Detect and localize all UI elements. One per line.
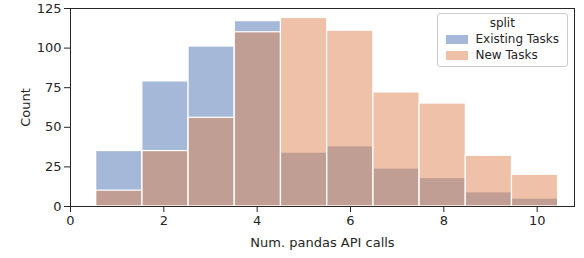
html-text:Existing Tasks: Existing Tasks: [475, 32, 559, 46]
svg-text:0: 0: [53, 199, 61, 214]
html-text:split: split: [489, 16, 515, 30]
svg-text:Num. pandas API calls: Num. pandas API calls: [250, 235, 395, 250]
svg-text:Count: Count: [18, 88, 33, 127]
svg-text:2: 2: [160, 213, 168, 228]
svg-text:10: 10: [529, 213, 546, 228]
svg-text:75: 75: [45, 80, 62, 95]
svg-text:50: 50: [45, 119, 62, 134]
svg-text:6: 6: [346, 213, 354, 228]
html-text:New Tasks: New Tasks: [475, 48, 538, 62]
svg-text:100: 100: [37, 40, 62, 55]
svg-text:8: 8: [440, 213, 448, 228]
svg-text:25: 25: [45, 159, 62, 174]
svg-text:0: 0: [66, 213, 74, 228]
svg-text:4: 4: [253, 213, 261, 228]
svg-text:125: 125: [37, 1, 62, 16]
